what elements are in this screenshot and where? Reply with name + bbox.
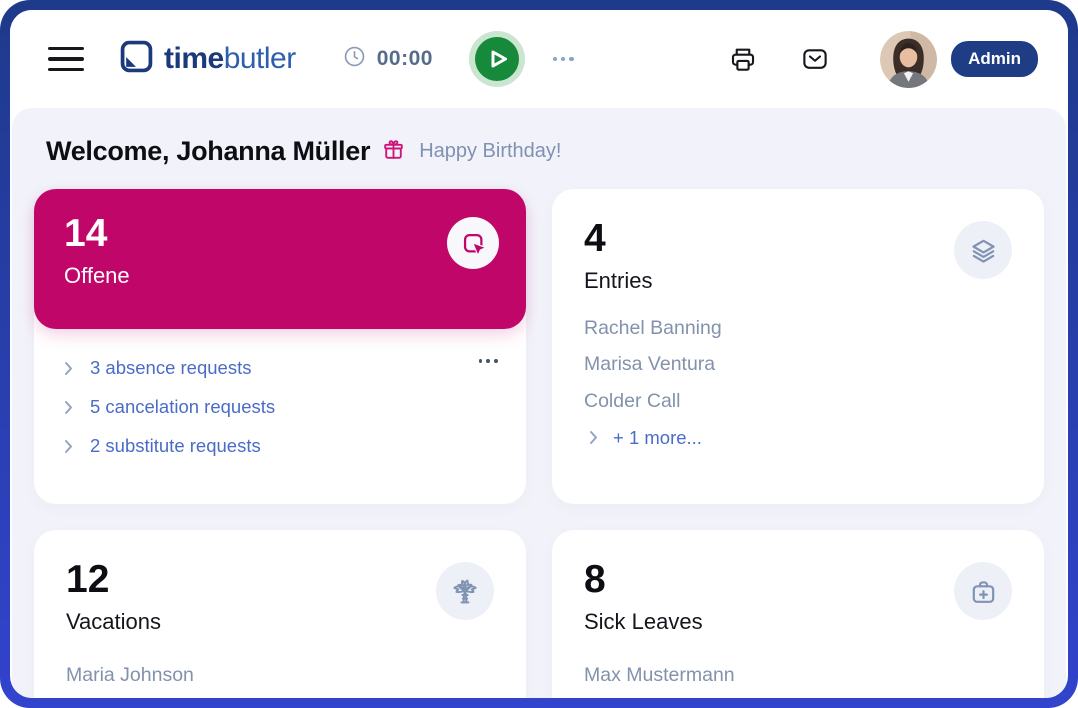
timebutler-logo[interactable]: timebutler <box>120 40 296 78</box>
palm-icon-bubble <box>436 562 494 620</box>
sick-leaves-card: 8 Sick Leaves Max Mustermann <box>552 530 1044 698</box>
start-timer-button[interactable] <box>468 31 525 87</box>
page-title: Welcome, Johanna Müller <box>46 136 371 166</box>
substitute-requests-link[interactable]: 2 substitute requests <box>64 435 496 457</box>
chevron-right-icon <box>65 400 72 414</box>
messages-button[interactable] <box>800 44 830 74</box>
entries-count: 4 <box>584 217 606 260</box>
clock-icon <box>342 44 367 74</box>
entry-name: Rachel Banning <box>584 316 722 339</box>
offene-requests-list: 3 absence requests 5 cancelation request… <box>34 329 526 457</box>
palm-tree-icon <box>453 579 477 604</box>
entries-label: Entries <box>584 267 653 293</box>
logo-text: timebutler <box>164 42 296 75</box>
logo-mark-icon <box>120 40 153 78</box>
envelope-icon <box>803 49 827 69</box>
first-aid-icon-bubble <box>954 562 1012 620</box>
birthday-message: Happy Birthday! <box>419 140 562 162</box>
offene-card-button[interactable]: 14 Offene <box>34 189 526 329</box>
sick-leave-name: Max Mustermann <box>584 663 735 686</box>
offene-card-menu[interactable] <box>478 359 498 363</box>
admin-role-badge[interactable]: Admin <box>951 41 1038 77</box>
cancelation-requests-link[interactable]: 5 cancelation requests <box>64 396 496 418</box>
cards-grid: 14 Offene 3 absence requests <box>34 189 1044 698</box>
gift-icon <box>381 137 406 167</box>
vacation-name: Maria Johnson <box>66 663 194 686</box>
user-avatar[interactable] <box>880 30 938 88</box>
hamburger-menu-icon[interactable] <box>48 43 84 75</box>
tap-click-icon <box>463 233 486 255</box>
welcome-row: Welcome, Johanna Müller Happy Birthday! <box>46 136 1044 167</box>
play-icon <box>474 37 519 81</box>
dashboard-panel: Welcome, Johanna Müller Happy Birthday! <box>12 108 1066 698</box>
offene-count: 14 <box>64 212 108 255</box>
top-header: timebutler 00:00 <box>10 10 1068 108</box>
absence-requests-link[interactable]: 3 absence requests <box>64 357 496 379</box>
tap-icon-bubble <box>447 217 499 269</box>
first-aid-kit-icon <box>972 580 994 603</box>
timer-value: 00:00 <box>376 47 433 70</box>
sick-label: Sick Leaves <box>584 608 703 634</box>
header-overflow-menu[interactable] <box>552 56 574 62</box>
layers-icon-bubble <box>954 221 1012 279</box>
entries-more-link[interactable]: + 1 more... <box>584 427 1012 449</box>
entries-names-list: Rachel Banning Marisa Ventura Colder Cal… <box>584 317 1012 413</box>
time-tracker-display: 00:00 <box>342 44 433 74</box>
vacations-card: 12 Vacations Maria Johnson <box>34 530 526 698</box>
entry-name: Colder Call <box>584 389 681 412</box>
offene-label: Offene <box>64 262 130 288</box>
chevron-right-icon <box>65 439 72 453</box>
vacations-label: Vacations <box>66 608 161 634</box>
sick-count: 8 <box>584 558 606 601</box>
layers-icon <box>971 239 995 263</box>
vacations-count: 12 <box>66 558 110 601</box>
chevron-right-icon <box>65 361 72 375</box>
entry-name: Marisa Ventura <box>584 353 716 376</box>
printer-icon <box>732 48 755 71</box>
chevron-right-icon <box>590 431 597 445</box>
entries-card: 4 Entries Rachel Banning Marisa Ventura … <box>552 189 1044 504</box>
app-window: timebutler 00:00 <box>10 10 1068 698</box>
offene-card: 14 Offene 3 absence requests <box>34 189 526 504</box>
print-button[interactable] <box>728 44 758 74</box>
